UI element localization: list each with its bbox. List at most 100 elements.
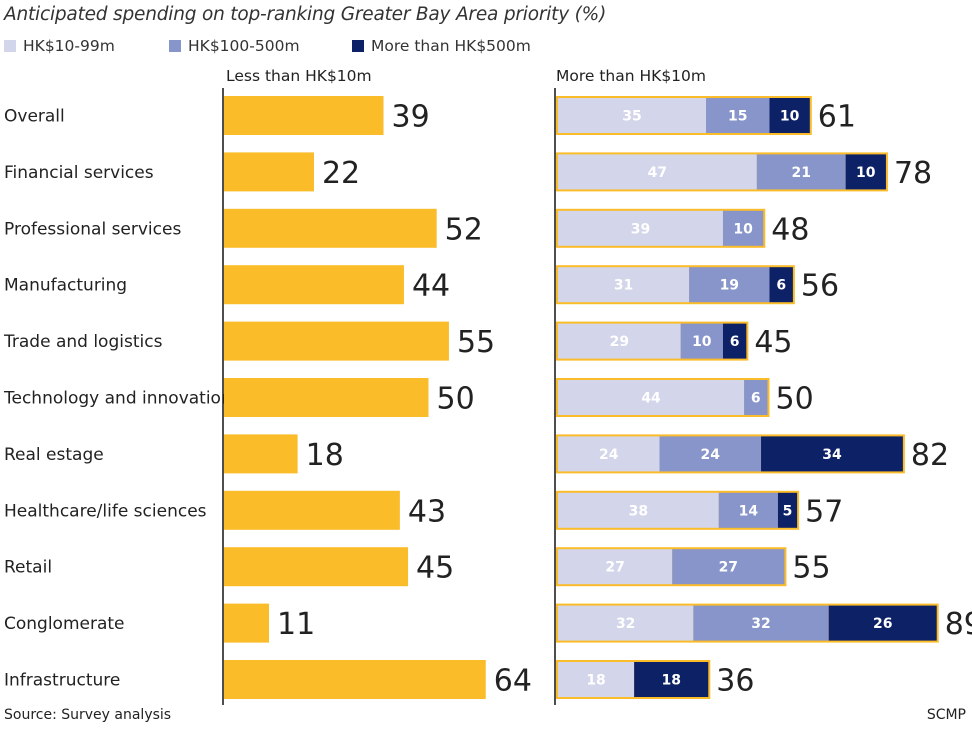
right-segment-label-real-estage-hk-10-99m: 24 [599, 447, 619, 463]
category-label-technology-and-innovation: Technology and innovation [3, 389, 232, 409]
left-value-real-estage: 18 [306, 438, 344, 473]
right-segment-professional-services-hk-10-99m [558, 210, 723, 246]
right-segment-technology-and-innovation-hk-100-500m [744, 380, 768, 415]
right-segment-label-healthcare-life-sciences-hk-10-99m: 38 [629, 503, 648, 519]
left-bar-financial-services [224, 152, 314, 192]
panel-label-left: Less than HK$10m [226, 67, 372, 85]
right-total-professional-services: 48 [771, 212, 809, 247]
legend-label-over-500m: More than HK$500m [371, 37, 531, 55]
right-segment-label-trade-and-logistics-hk-100-500m: 10 [692, 334, 712, 350]
left-bar-trade-and-logistics [224, 321, 449, 361]
right-segment-label-trade-and-logistics-more-than-hk-500m: 6 [730, 334, 740, 350]
left-value-manufacturing: 44 [412, 269, 450, 304]
left-bar-infrastructure [224, 660, 486, 699]
legend-item-10-99m: HK$10-99m [4, 37, 115, 55]
right-segment-label-infrastructure-hk-10-99m: 18 [586, 673, 605, 689]
left-value-overall: 39 [392, 100, 430, 135]
right-segment-retail-hk-10-99m [558, 549, 673, 585]
right-segment-conglomerate-hk-100-500m [693, 605, 829, 641]
right-segment-label-overall-hk-10-99m: 35 [622, 109, 641, 125]
category-label-conglomerate: Conglomerate [4, 614, 125, 634]
left-bar-manufacturing [224, 265, 404, 305]
right-segment-conglomerate-hk-10-99m [558, 605, 694, 641]
right-segment-real-estage-hk-100-500m [659, 436, 762, 472]
right-segment-trade-and-logistics-hk-100-500m [680, 323, 723, 359]
right-total-overall: 61 [818, 100, 856, 135]
right-total-healthcare-life-sciences: 57 [805, 494, 843, 529]
left-bar-real-estage [224, 434, 298, 474]
left-bar-overall [224, 96, 384, 135]
right-segment-label-financial-services-more-than-hk-500m: 10 [856, 165, 876, 181]
right-segment-label-conglomerate-hk-10-99m: 32 [616, 616, 635, 632]
right-segment-label-professional-services-hk-10-99m: 39 [631, 221, 650, 237]
right-segment-label-overall-more-than-hk-500m: 10 [780, 109, 800, 125]
right-total-real-estage: 82 [911, 438, 949, 473]
right-total-conglomerate: 89 [945, 607, 972, 642]
left-bar-retail [224, 547, 409, 587]
right-segment-healthcare-life-sciences-hk-100-500m [718, 492, 778, 528]
right-total-financial-services: 78 [894, 156, 932, 191]
category-label-healthcare-life-sciences: Healthcare/life sciences [4, 501, 207, 521]
right-segment-overall-hk-10-99m [558, 98, 707, 133]
right-segment-label-real-estage-hk-100-500m: 24 [701, 447, 721, 463]
right-segment-label-retail-hk-10-99m: 27 [605, 560, 624, 576]
left-value-retail: 45 [416, 551, 454, 586]
legend-swatch-100-500m [169, 40, 181, 52]
right-segment-label-technology-and-innovation-hk-100-500m: 6 [751, 391, 761, 407]
legend-swatch-10-99m [4, 40, 16, 52]
chart-title: Anticipated spending on top-ranking Grea… [4, 4, 607, 25]
right-segment-technology-and-innovation-hk-10-99m [558, 380, 745, 415]
right-segment-label-healthcare-life-sciences-hk-100-500m: 14 [739, 503, 759, 519]
right-segment-label-conglomerate-more-than-hk-500m: 26 [873, 616, 892, 632]
left-value-technology-and-innovation: 50 [437, 382, 475, 417]
right-segment-label-real-estage-more-than-hk-500m: 34 [822, 447, 842, 463]
right-segment-overall-hk-100-500m [706, 98, 770, 133]
legend-label-10-99m: HK$10-99m [23, 37, 115, 55]
right-segment-financial-services-hk-100-500m [756, 154, 846, 190]
panel-label-right: More than HK$10m [556, 67, 707, 85]
right-segment-overall-more-than-hk-500m [769, 98, 810, 133]
right-total-trade-and-logistics: 45 [754, 325, 792, 360]
right-segment-healthcare-life-sciences-hk-10-99m [558, 492, 719, 528]
left-value-healthcare-life-sciences: 43 [408, 494, 446, 529]
right-segment-label-retail-hk-100-500m: 27 [719, 560, 738, 576]
right-segment-retail-hk-100-500m [672, 549, 785, 585]
left-bar-healthcare-life-sciences [224, 490, 400, 530]
right-segment-label-technology-and-innovation-hk-10-99m: 44 [641, 391, 661, 407]
category-label-infrastructure: Infrastructure [4, 671, 120, 691]
right-segment-manufacturing-more-than-hk-500m [769, 267, 793, 303]
right-segment-label-infrastructure-more-than-hk-500m: 18 [661, 673, 680, 689]
right-segment-label-professional-services-hk-100-500m: 10 [733, 221, 753, 237]
right-segment-label-conglomerate-hk-100-500m: 32 [751, 616, 770, 632]
category-label-financial-services: Financial services [4, 163, 154, 183]
category-label-overall: Overall [4, 107, 65, 127]
category-label-retail: Retail [4, 558, 52, 578]
right-segment-healthcare-life-sciences-more-than-hk-500m [777, 492, 798, 528]
right-total-infrastructure: 36 [716, 664, 754, 699]
left-value-financial-services: 22 [322, 156, 360, 191]
right-segment-financial-services-hk-10-99m [558, 154, 757, 190]
left-value-trade-and-logistics: 55 [457, 325, 495, 360]
legend-item-100-500m: HK$100-500m [169, 37, 300, 55]
legend-swatch-over-500m [352, 40, 364, 52]
right-segment-financial-services-more-than-hk-500m [845, 154, 886, 190]
right-segment-real-estage-hk-10-99m [558, 436, 660, 472]
right-segment-label-financial-services-hk-10-99m: 47 [648, 165, 667, 181]
left-value-conglomerate: 11 [277, 607, 315, 642]
right-segment-label-manufacturing-hk-100-500m: 19 [720, 278, 739, 294]
left-value-infrastructure: 64 [494, 664, 532, 699]
right-segment-conglomerate-more-than-hk-500m [828, 605, 937, 641]
right-total-technology-and-innovation: 50 [776, 382, 814, 417]
left-bar-technology-and-innovation [224, 378, 429, 417]
right-segment-trade-and-logistics-hk-10-99m [558, 323, 681, 359]
right-segment-label-financial-services-hk-100-500m: 21 [791, 165, 810, 181]
right-segment-manufacturing-hk-100-500m [689, 267, 770, 303]
right-total-retail: 55 [792, 551, 830, 586]
right-segment-label-overall-hk-100-500m: 15 [728, 109, 747, 125]
right-segment-label-manufacturing-more-than-hk-500m: 6 [776, 278, 786, 294]
right-segment-trade-and-logistics-more-than-hk-500m [722, 323, 747, 359]
legend-label-100-500m: HK$100-500m [188, 37, 300, 55]
right-segment-professional-services-hk-100-500m [722, 210, 764, 246]
category-label-real-estage: Real estage [4, 445, 104, 465]
